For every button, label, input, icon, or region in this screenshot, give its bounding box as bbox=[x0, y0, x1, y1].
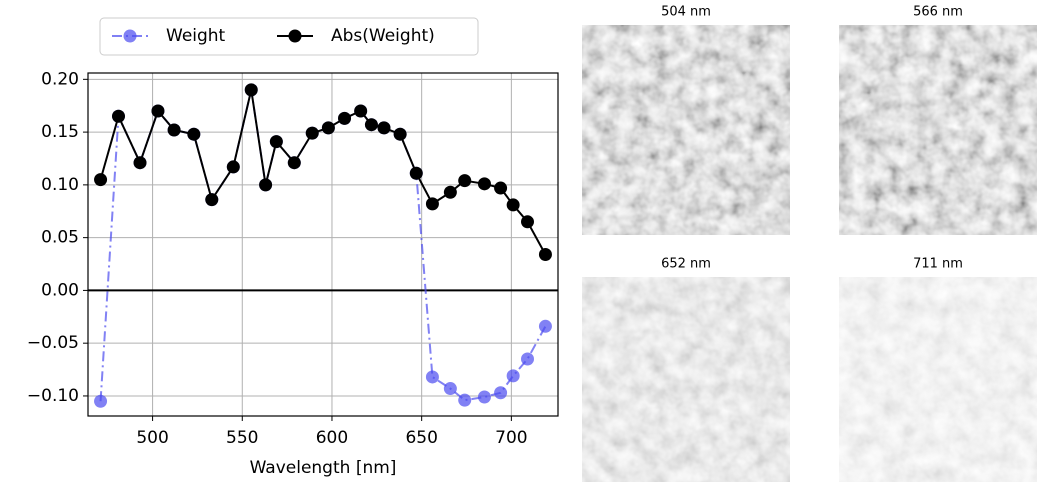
data-point bbox=[377, 121, 391, 135]
data-point bbox=[458, 174, 472, 188]
legend-label: Weight bbox=[166, 26, 226, 46]
data-point bbox=[187, 127, 201, 141]
series-line bbox=[99, 89, 547, 256]
series-line bbox=[99, 89, 547, 402]
data-point bbox=[506, 369, 520, 383]
data-point bbox=[425, 197, 439, 211]
image-panel bbox=[582, 277, 790, 482]
x-tick-label: 500 bbox=[136, 428, 168, 448]
data-point bbox=[133, 156, 147, 170]
image-panel bbox=[839, 277, 1037, 482]
data-point bbox=[409, 166, 423, 180]
data-point bbox=[94, 173, 108, 187]
x-tick-label: 650 bbox=[405, 428, 437, 448]
image-title: 711 nm bbox=[913, 257, 963, 272]
y-tick-label: 0.05 bbox=[41, 228, 79, 248]
data-point bbox=[338, 111, 352, 125]
data-point bbox=[521, 215, 535, 229]
data-point bbox=[259, 178, 273, 192]
x-tick-label: 600 bbox=[316, 428, 348, 448]
data-point bbox=[494, 386, 508, 400]
data-point bbox=[111, 109, 125, 123]
data-point bbox=[443, 185, 457, 199]
image-title: 652 nm bbox=[661, 257, 711, 272]
data-point bbox=[443, 382, 457, 396]
data-point bbox=[458, 393, 472, 407]
data-point bbox=[477, 177, 491, 191]
y-tick-label: 0.20 bbox=[41, 69, 79, 89]
data-point bbox=[494, 181, 508, 195]
y-tick-label: 0.10 bbox=[41, 175, 79, 195]
x-tick-label: 550 bbox=[226, 428, 258, 448]
image-panel bbox=[839, 25, 1037, 235]
image-title: 504 nm bbox=[661, 5, 711, 20]
y-tick-label: 0.15 bbox=[41, 122, 79, 142]
x-tick-label: 700 bbox=[495, 428, 527, 448]
data-point bbox=[506, 198, 520, 212]
legend-marker bbox=[123, 29, 137, 43]
image-title: 566 nm bbox=[913, 5, 963, 20]
data-point bbox=[538, 319, 552, 333]
data-point bbox=[205, 193, 219, 207]
data-point bbox=[354, 104, 368, 118]
data-point bbox=[244, 83, 258, 97]
data-point bbox=[521, 352, 535, 366]
data-point bbox=[305, 126, 319, 140]
legend-label: Abs(Weight) bbox=[331, 26, 435, 46]
data-point bbox=[364, 118, 378, 132]
y-tick-label: −0.10 bbox=[27, 386, 79, 406]
data-point bbox=[167, 123, 181, 137]
data-point bbox=[151, 104, 165, 118]
data-point bbox=[393, 127, 407, 141]
data-point bbox=[477, 390, 491, 404]
plot-frame bbox=[87, 72, 559, 417]
data-point bbox=[425, 370, 439, 384]
data-point bbox=[226, 160, 240, 174]
data-point bbox=[287, 156, 301, 170]
image-panel bbox=[582, 25, 790, 235]
y-tick-label: 0.00 bbox=[41, 280, 79, 300]
data-point bbox=[94, 394, 108, 408]
data-point bbox=[321, 121, 335, 135]
data-point bbox=[538, 248, 552, 262]
legend-marker bbox=[288, 29, 302, 43]
data-point bbox=[269, 135, 283, 149]
y-tick-label: −0.05 bbox=[27, 333, 79, 353]
x-axis-label: Wavelength [nm] bbox=[250, 458, 397, 478]
